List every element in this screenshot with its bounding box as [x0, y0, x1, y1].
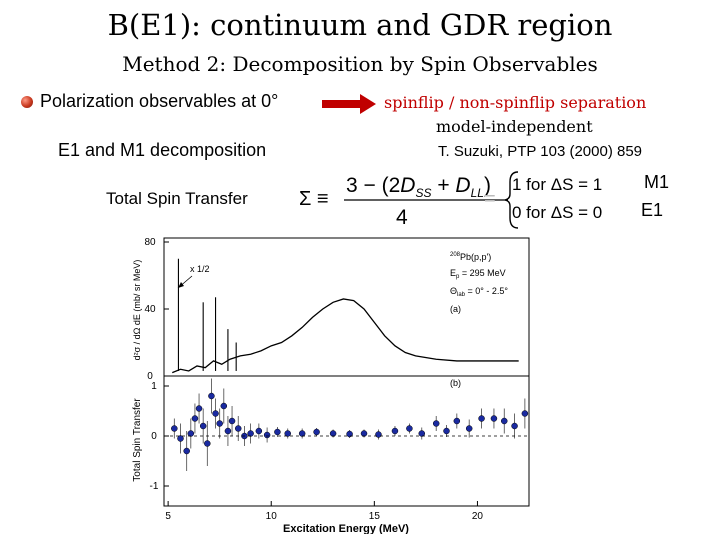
- y-axis-label-top: d²σ / dΩ dE (mb/ sr MeV): [132, 260, 142, 361]
- right-arrow-icon: [322, 94, 376, 114]
- model-text: model-independent: [436, 117, 593, 136]
- formula-brace: [504, 171, 519, 229]
- scale-note: x 1/2: [190, 264, 210, 274]
- spin-transfer-point: [216, 420, 223, 427]
- spin-transfer-point: [228, 417, 236, 425]
- spin-transfer-point: [177, 435, 184, 442]
- spin-transfer-point: [199, 422, 207, 430]
- spin-transfer-point: [418, 430, 426, 437]
- xtick-1: 10: [266, 511, 278, 522]
- xtick-2: 15: [369, 511, 381, 522]
- spin-transfer-point: [521, 410, 529, 417]
- spin-transfer-point: [432, 420, 440, 427]
- legend-energy: Ep = 295 MeV: [450, 268, 506, 280]
- formula-label: Total Spin Transfer: [106, 189, 248, 208]
- formula-sigma: Σ ≡: [299, 188, 329, 210]
- spectrum-plot: 80 40 0 1 0 -1 5 10 15 20 Excitation Ene…: [132, 237, 530, 534]
- formula-case-1: 1 for ΔS = 1: [512, 175, 602, 194]
- spin-transfer-point: [204, 440, 211, 447]
- spin-transfer-point: [329, 430, 337, 437]
- spin-transfer-point: [453, 417, 461, 425]
- ytick-bottom-2: -1: [150, 481, 159, 492]
- polarization-text: Polarization observables at 0°: [40, 91, 279, 111]
- spin-transfer-point: [375, 431, 382, 438]
- spin-transfer-point: [284, 430, 291, 437]
- spin-transfer-point: [490, 415, 498, 422]
- slide-title: B(E1): continuum and GDR region: [107, 8, 613, 42]
- formula-case-2: 0 for ΔS = 0: [512, 203, 602, 222]
- spin-transfer-point: [191, 415, 199, 422]
- xtick-0: 5: [165, 511, 171, 522]
- spin-transfer-point: [511, 422, 518, 430]
- slide-subtitle: Method 2: Decomposition by Spin Observab…: [122, 52, 598, 76]
- spin-transfer-point: [255, 427, 263, 435]
- spin-transfer-point: [360, 430, 368, 437]
- e1-label: E1: [641, 200, 664, 220]
- separation-text: spinflip / non-spinflip separation: [384, 93, 647, 112]
- ytick-top-1: 40: [144, 304, 156, 315]
- spin-transfer-point: [263, 431, 271, 439]
- panel-b-label: (b): [450, 378, 461, 388]
- spin-transfer-point: [478, 415, 485, 422]
- spin-transfer-point: [391, 427, 399, 435]
- spin-transfer-point: [183, 447, 190, 455]
- spin-transfer-point: [346, 430, 353, 438]
- spin-transfer-point: [298, 430, 306, 437]
- spin-transfer-point: [187, 430, 195, 437]
- decomposition-text: E1 and M1 decomposition: [58, 140, 267, 160]
- panel-a-label: (a): [450, 304, 461, 314]
- spin-transfer-formula: Total Spin Transfer Σ ≡ 3 − (2DSS + DLL)…: [106, 171, 602, 229]
- spin-transfer-point: [406, 425, 413, 432]
- ytick-top-0: 80: [144, 237, 156, 248]
- spin-transfer-point: [501, 417, 508, 425]
- formula-equals: =: [484, 188, 496, 210]
- ytick-top-2: 0: [147, 371, 153, 382]
- spin-transfer-point: [313, 428, 320, 436]
- spin-transfer-point: [171, 425, 178, 432]
- spin-transfer-point: [208, 392, 215, 400]
- scale-note-arrowhead: [178, 282, 184, 288]
- m1-label: M1: [644, 172, 670, 192]
- spin-transfer-point: [274, 428, 281, 436]
- ytick-bottom-1: 0: [151, 431, 157, 442]
- formula-numerator: 3 − (2DSS + DLL): [346, 174, 491, 200]
- spin-transfer-point: [224, 427, 232, 435]
- xtick-3: 20: [472, 511, 484, 522]
- panel-b-frame: [163, 375, 530, 507]
- ytick-bottom-0: 1: [151, 381, 157, 392]
- reference-text: T. Suzuki, PTP 103 (2000) 859: [438, 143, 643, 160]
- spin-transfer-point: [465, 425, 473, 432]
- legend-reaction: 208Pb(p,p'): [450, 252, 491, 262]
- x-axis-label: Excitation Energy (MeV): [283, 523, 409, 534]
- spin-transfer-point: [247, 430, 254, 437]
- bullet-icon: [21, 96, 33, 108]
- legend-angle: Θlab = 0° - 2.5°: [450, 286, 508, 298]
- spin-transfer-point: [212, 410, 219, 417]
- spin-transfer-point: [234, 425, 242, 432]
- cross-section-curve: [172, 298, 519, 374]
- spin-transfer-point: [220, 402, 228, 410]
- spin-transfer-point: [195, 405, 203, 412]
- formula-denominator: 4: [396, 206, 408, 229]
- spin-transfer-point: [443, 427, 450, 435]
- y-axis-label-bottom: Total Spin Transfer: [132, 398, 143, 482]
